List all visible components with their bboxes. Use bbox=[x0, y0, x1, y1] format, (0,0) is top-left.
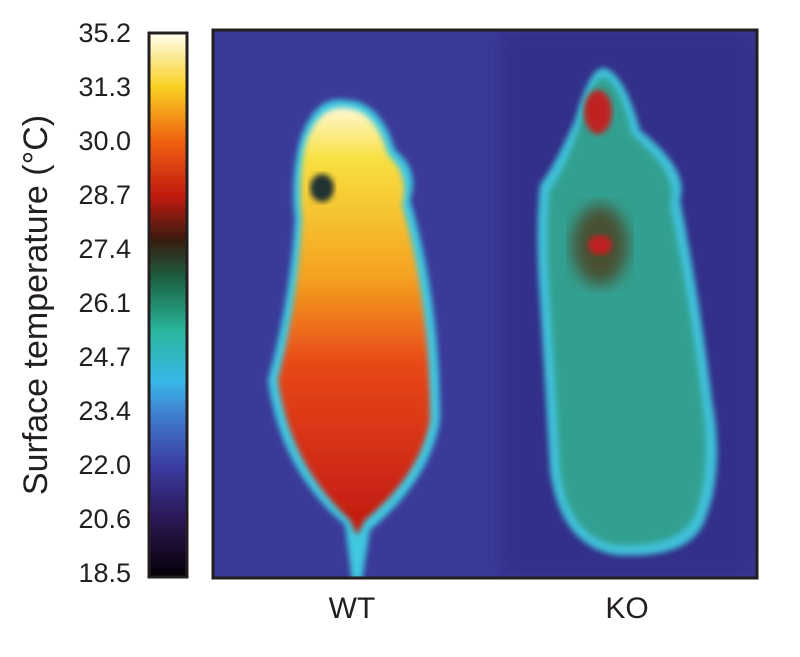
tick-label: 28.7 bbox=[78, 180, 131, 210]
panel-label: WT bbox=[329, 592, 376, 625]
tick-label: 30.0 bbox=[78, 126, 131, 156]
tick-label: 27.4 bbox=[78, 234, 131, 264]
tick-label: 24.7 bbox=[78, 342, 131, 372]
tick-label: 31.3 bbox=[78, 72, 131, 102]
tick-label: 22.0 bbox=[78, 450, 131, 480]
image-frame bbox=[211, 28, 759, 580]
thermal-image bbox=[213, 30, 757, 578]
panel-label: KO bbox=[605, 592, 648, 625]
tick-label: 20.6 bbox=[78, 504, 131, 534]
tick-label: 35.2 bbox=[78, 18, 131, 48]
axis-label: Surface temperature (°C) bbox=[17, 115, 55, 495]
tick-label: 26.1 bbox=[78, 288, 131, 318]
colorbar bbox=[147, 31, 189, 579]
tick-labels: 35.2 31.3 30.0 28.7 27.4 26.1 24.7 23.4 22.0 20.6… bbox=[78, 18, 131, 588]
tick-label: 18.5 bbox=[78, 558, 131, 588]
tick-label: 23.4 bbox=[78, 396, 131, 426]
